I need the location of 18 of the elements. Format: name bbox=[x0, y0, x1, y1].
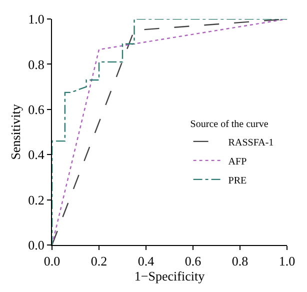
x-axis-title: 1−Specificity bbox=[134, 268, 206, 284]
y-tick-label: 0.2 bbox=[28, 192, 44, 208]
x-tick-label: 0.2 bbox=[90, 254, 108, 269]
y-tick-label: 0.8 bbox=[28, 56, 44, 72]
x-tick-label: 0.6 bbox=[184, 254, 202, 269]
legend-label: AFP bbox=[228, 156, 248, 168]
y-axis-title: Sensitivity bbox=[8, 104, 24, 160]
legend-label: RASSFA-1 bbox=[228, 137, 274, 148]
y-tick-label: 1.0 bbox=[28, 12, 44, 27]
x-tick-label: 1.0 bbox=[278, 254, 296, 269]
y-tick-label: 0.6 bbox=[28, 102, 45, 117]
x-tick-label: 0.0 bbox=[44, 254, 60, 269]
y-tick-label: 0.0 bbox=[28, 238, 44, 253]
y-tick-label: 0.4 bbox=[28, 147, 45, 162]
legend-label: PRE bbox=[228, 175, 247, 186]
x-tick-label: 0.8 bbox=[232, 254, 248, 269]
x-tick-label: 0.4 bbox=[138, 254, 155, 269]
legend-title: Source of the curve bbox=[190, 118, 269, 130]
